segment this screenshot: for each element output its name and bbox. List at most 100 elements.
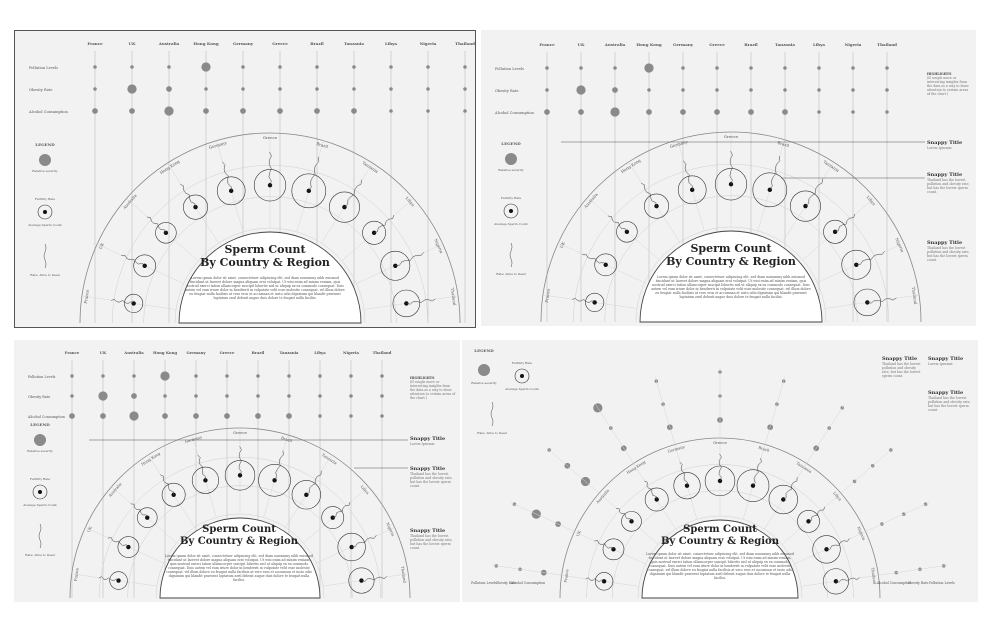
matrix-dot [352,87,356,91]
arc-country-label: UK [86,525,93,533]
snappy-text: Thailand has the lowest pollution and ob… [927,246,970,262]
country-label: Libya [813,42,825,47]
country-label: Hong Kong [636,42,662,47]
legend-rate-label: Rate: Alive to Dead [25,553,55,557]
matrix-dot [389,87,393,91]
sperm-count-ring [621,511,642,532]
matrix-dot [240,108,246,114]
legend-sperm-label: Average Sperm Count [22,503,57,507]
sperm-count-ring [714,168,748,201]
matrix-dot [851,110,855,114]
sperm-tail [644,480,657,500]
matrix-dot [610,107,620,117]
arc-country-label: Germany [669,139,689,149]
matrix-dot [544,109,550,115]
country-label: Australia [158,41,180,46]
matrix-dot [680,109,686,115]
panel-top-left: France UK Australia Hong Kong Germany Greece B… [14,30,476,328]
arc-country-label: Libya [832,491,843,503]
matrix-dot [166,86,172,92]
legend-rate-label: Rate: Alive to Dead [30,273,60,277]
matrix-dot [851,88,855,92]
matrix-dot [545,66,549,70]
sperm-head-dot [833,579,839,584]
matrix-dot [92,108,98,114]
sperm-count-ring [841,249,872,280]
matrix-dot [93,65,97,69]
sperm-head-dot [116,578,121,583]
radial-spoke [824,294,920,309]
arc-ring [635,226,827,323]
sperm-count-ring [602,538,625,561]
arc-country-label: Nigeria [385,522,396,538]
snappy-block-3: Snappy Title Thailand has the lowest pol… [927,240,972,262]
row-label: Alcohol Consumption [876,581,911,585]
matrix-dot [681,66,685,70]
sperm-tail [679,461,688,486]
sperm-count-ring [216,176,246,206]
matrix-dot [647,88,651,92]
legend-tail [43,243,47,269]
matrix-dot [318,394,322,398]
country-label: Thailand [373,350,392,355]
snappy-block-3: Snappy Title Thailand has the lowest pol… [410,528,456,550]
legend-sperm-label: Average Sperm Count [27,223,62,227]
sperm-count-ring [736,469,770,502]
matrix-dot [203,108,209,114]
sperm-tail [107,537,129,548]
arc-country-label: Greece [263,135,278,140]
legend-ring-dot [43,210,47,214]
sperm-count-ring [644,193,670,219]
matrix-dot [287,374,291,378]
legend-ring [503,203,519,219]
chart-title: Sperm Count By Country & Region [164,524,314,548]
matrix-dot [127,84,137,94]
matrix-dot [69,413,75,419]
chart-body-text: Lorem ipsum dolor sit amet, consectetuer… [185,276,345,300]
matrix-dot [380,394,384,398]
sperm-count-ring [133,254,156,278]
country-label: Greece [709,42,725,47]
sperm-tail [594,540,614,550]
matrix-dot [349,414,353,418]
legend-fertility-label: Fertility Rate [512,361,532,365]
sperm-tail [374,214,395,234]
row-label: Obesity Rate [28,395,50,399]
matrix-dot [579,66,583,70]
matrix-dot [885,88,889,92]
arc-country-label: Thailand [400,566,407,584]
sperm-head-dot [304,492,309,497]
sperm-tail [351,535,377,548]
arc-country-label: Greece [713,440,727,445]
radial-spoke [216,140,244,232]
radial-spoke [356,243,443,284]
sperm-head-dot [865,300,870,305]
matrix-dot [241,65,245,69]
sperm-tail [308,156,320,191]
sperm-tail [867,297,897,304]
matrix-dot [545,88,549,92]
matrix-dot [160,371,170,381]
sperm-count-ring [224,460,256,491]
center-semicircle [159,517,321,599]
chart-svg-1: France UK Australia Hong Kong Germany Greece B… [27,41,475,324]
sperm-head-dot [131,301,136,306]
matrix-dot [380,414,384,418]
row-label: Pollution Levels [28,375,56,379]
matrix-dot [612,87,618,93]
sperm-tail [274,450,284,481]
legend-tail [509,242,513,268]
snappy-block-3: Snappy Title Thailand has the lowest pol… [928,390,974,412]
radial-spoke [801,574,879,587]
sperm-count-ring [704,465,736,497]
arc-country-label: Libya [866,195,877,207]
matrix-dot [389,109,393,113]
country-label: UK [578,42,585,47]
sperm-tail [160,474,174,495]
matrix-dot [715,88,719,92]
sperm-tail [835,213,856,233]
matrix-dot [463,87,467,91]
center-semicircle [639,230,823,323]
matrix-dot [714,109,720,115]
highlights-text: (If couple more or interesting insights … [410,380,456,400]
